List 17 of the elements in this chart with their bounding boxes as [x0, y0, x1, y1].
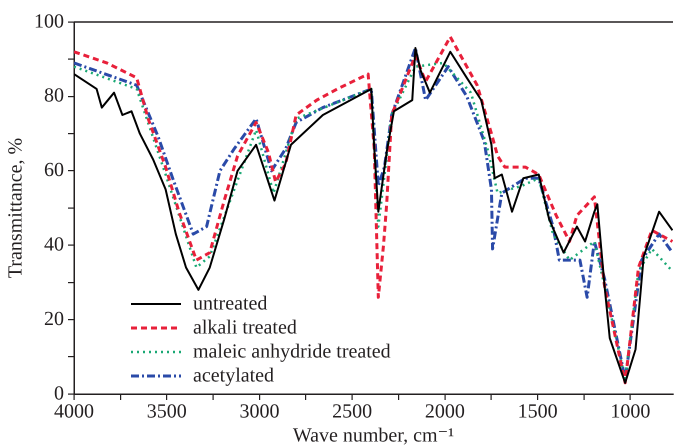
x-tick-label: 2000: [424, 400, 465, 422]
y-tick-label: 40: [44, 233, 64, 256]
x-tick-label: 3500: [146, 400, 187, 422]
y-axis-title: Transmittance, %: [4, 138, 26, 278]
legend-label: maleic anhydride treated: [193, 340, 391, 362]
x-tick-label: 1500: [518, 400, 558, 422]
legend-label: acetylated: [193, 364, 274, 386]
x-tick-label: 1000: [610, 400, 650, 422]
legend-label: alkali treated: [193, 316, 297, 338]
y-tick-label: 60: [44, 159, 64, 182]
x-tick-label: 2500: [332, 400, 372, 422]
y-tick-label: 100: [34, 10, 64, 32]
y-tick-label: 80: [44, 84, 64, 107]
x-axis-title: Wave number, cm⁻¹: [292, 424, 454, 446]
x-tick-label: 3000: [239, 400, 280, 422]
legend-label: untreated: [193, 292, 268, 314]
y-tick-label: 20: [44, 308, 64, 330]
